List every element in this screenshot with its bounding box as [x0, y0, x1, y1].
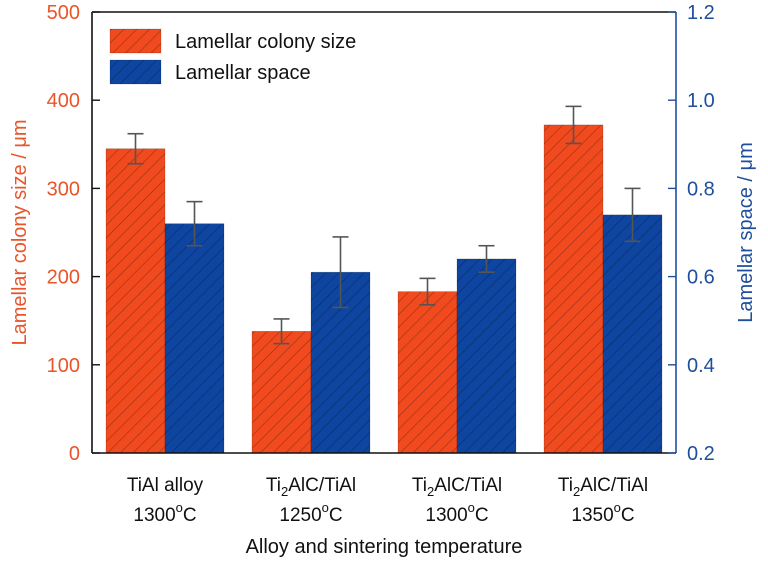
legend-label: Lamellar colony size	[175, 31, 356, 53]
left-tick-label: 100	[47, 355, 80, 377]
right-tick-label: 0.8	[687, 178, 715, 200]
bar	[251, 330, 312, 454]
left-tick-label: 500	[47, 2, 80, 24]
bar	[602, 214, 663, 454]
x-axis-title: Alloy and sintering temperature	[246, 536, 523, 558]
left-tick-label: 200	[47, 267, 80, 289]
left-tick-label: 0	[69, 443, 80, 465]
left-axis-title: Lamellar colony size / μm	[9, 119, 31, 345]
bar	[105, 148, 166, 454]
x-tick-label: 1300oC	[425, 500, 488, 526]
right-tick-label: 0.4	[687, 355, 715, 377]
left-tick-label: 400	[47, 90, 80, 112]
bar	[456, 258, 517, 454]
x-tick-label: Ti2AlC/TiAl	[558, 475, 648, 499]
right-tick-label: 1.0	[687, 90, 715, 112]
right-tick-label: 1.2	[687, 2, 715, 24]
bar	[164, 223, 225, 454]
right-tick-label: 0.6	[687, 267, 715, 289]
x-tick-label: Ti2AlC/TiAl	[412, 475, 502, 499]
x-tick-label: Ti2AlC/TiAl	[266, 475, 356, 499]
left-tick-label: 300	[47, 178, 80, 200]
right-axis-title: Lamellar space / μm	[735, 142, 757, 322]
bar	[543, 124, 604, 454]
right-tick-label: 0.2	[687, 443, 715, 465]
x-tick-label: 1350oC	[571, 500, 634, 526]
x-tick-label: TiAl alloy	[127, 475, 204, 496]
x-tick-label: 1300oC	[133, 500, 196, 526]
x-tick-label: 1250oC	[279, 500, 342, 526]
legend-swatch	[109, 59, 162, 85]
bar	[397, 291, 458, 454]
legend-label: Lamellar space	[175, 62, 311, 84]
legend-swatch	[109, 28, 162, 54]
